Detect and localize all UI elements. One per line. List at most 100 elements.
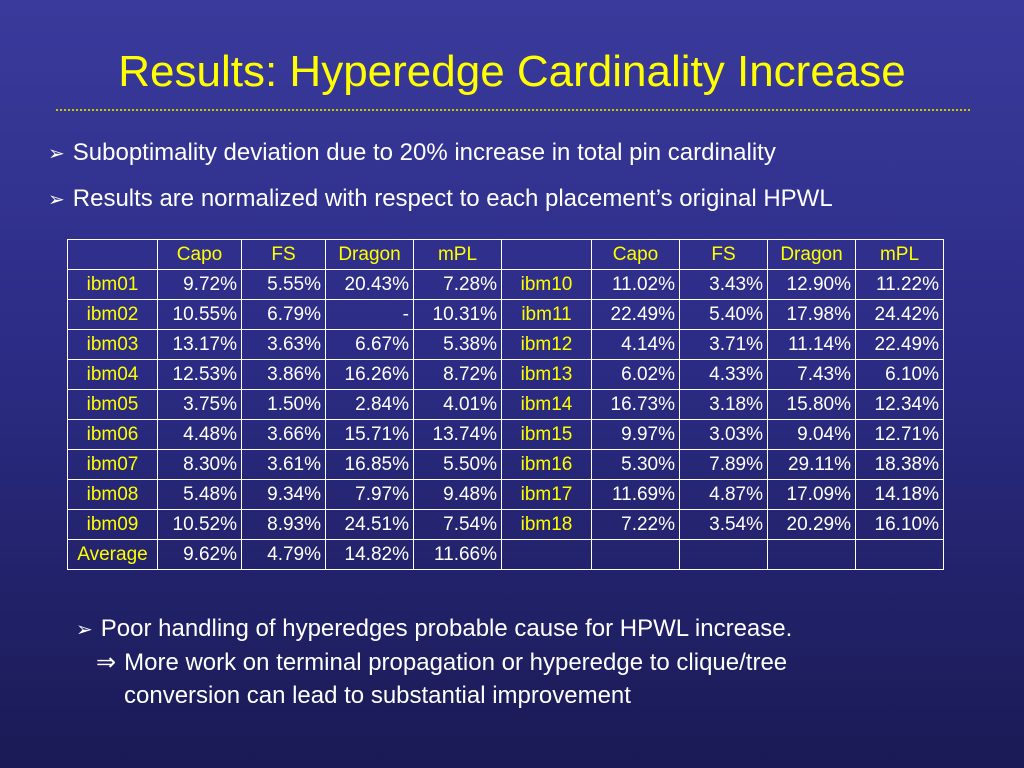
table-cell: 5.40% xyxy=(679,299,768,330)
table-cell: 9.48% xyxy=(413,479,502,510)
table-cell: 22.49% xyxy=(855,329,944,360)
table-cell: 16.10% xyxy=(855,509,944,540)
bullet-conclusion: ➢ Poor handling of hyperedges probable ca… xyxy=(76,614,792,645)
table-cell: 20.29% xyxy=(767,509,856,540)
table-cell: 2.84% xyxy=(325,389,414,420)
column-header: FS xyxy=(241,239,326,270)
table-cell xyxy=(855,539,944,570)
table-cell: 3.66% xyxy=(241,419,326,450)
table-cell: 10.55% xyxy=(157,299,242,330)
title-divider xyxy=(56,109,970,111)
table-cell: 13.17% xyxy=(157,329,242,360)
table-row: ibm04 12.53% 3.86% 16.26% 8.72% ibm13 6.02% 4.3… xyxy=(67,359,944,390)
table-row: ibm07 8.30% 3.61% 16.85% 5.50% ibm16 5.30% 7.89… xyxy=(67,449,944,480)
table-cell: 4.14% xyxy=(591,329,680,360)
bullet-normalization: ➢ Results are normalized with respect to … xyxy=(48,184,833,215)
column-header xyxy=(501,239,592,270)
row-label: ibm17 xyxy=(501,479,592,510)
table-cell: 3.75% xyxy=(157,389,242,420)
table-cell: 15.71% xyxy=(325,419,414,450)
table-cell: 6.79% xyxy=(241,299,326,330)
table-cell: 7.89% xyxy=(679,449,768,480)
table-cell: 14.18% xyxy=(855,479,944,510)
table-cell: 13.74% xyxy=(413,419,502,450)
row-label: ibm05 xyxy=(67,389,158,420)
column-header: Capo xyxy=(591,239,680,270)
table-cell: 4.01% xyxy=(413,389,502,420)
table-cell: 16.26% xyxy=(325,359,414,390)
table-row: ibm06 4.48% 3.66% 15.71% 13.74% ibm15 9.97% 3.0… xyxy=(67,419,944,450)
table-cell: 24.42% xyxy=(855,299,944,330)
table-cell: 9.97% xyxy=(591,419,680,450)
table-cell: 8.30% xyxy=(157,449,242,480)
table-cell: 16.85% xyxy=(325,449,414,480)
table-cell: 7.97% xyxy=(325,479,414,510)
table-cell: 1.50% xyxy=(241,389,326,420)
table-row: ibm05 3.75% 1.50% 2.84% 4.01% ibm14 16.73% 3.18… xyxy=(67,389,944,420)
arrow-bullet-icon: ➢ xyxy=(48,189,65,211)
table-cell: 6.67% xyxy=(325,329,414,360)
table-cell: 11.69% xyxy=(591,479,680,510)
table-cell: 3.86% xyxy=(241,359,326,390)
table-cell: 3.18% xyxy=(679,389,768,420)
table-cell: 10.52% xyxy=(157,509,242,540)
row-label: ibm07 xyxy=(67,449,158,480)
table-cell: 11.02% xyxy=(591,269,680,300)
row-label: ibm10 xyxy=(501,269,592,300)
conclusion-text: Poor handling of hyperedges probable cau… xyxy=(100,615,793,642)
bullet-pin-cardinality: ➢ Suboptimality deviation due to 20% incr… xyxy=(48,138,776,169)
sub-point-text: More work on terminal propagation or hyp… xyxy=(124,649,788,676)
bullet-text: Suboptimality deviation due to 20% incre… xyxy=(72,139,776,166)
row-label: Average xyxy=(67,539,158,570)
table-cell: 3.63% xyxy=(241,329,326,360)
column-header: Dragon xyxy=(325,239,414,270)
table-cell: 11.66% xyxy=(413,539,502,570)
row-label: ibm09 xyxy=(67,509,158,540)
table-cell xyxy=(679,539,768,570)
table-cell: 4.33% xyxy=(679,359,768,390)
row-label: ibm13 xyxy=(501,359,592,390)
row-label: ibm01 xyxy=(67,269,158,300)
table-cell: 5.30% xyxy=(591,449,680,480)
table-cell: 3.61% xyxy=(241,449,326,480)
table-cell: 5.55% xyxy=(241,269,326,300)
sub-point-line-2: conversion can lead to substantial impro… xyxy=(124,682,631,709)
row-label: ibm14 xyxy=(501,389,592,420)
row-label: ibm16 xyxy=(501,449,592,480)
row-label: ibm18 xyxy=(501,509,592,540)
table-cell: 11.22% xyxy=(855,269,944,300)
table-cell xyxy=(591,539,680,570)
row-label: ibm04 xyxy=(67,359,158,390)
table-cell: 6.10% xyxy=(855,359,944,390)
table-cell: 18.38% xyxy=(855,449,944,480)
row-label: ibm08 xyxy=(67,479,158,510)
table-cell: 9.34% xyxy=(241,479,326,510)
row-label: ibm12 xyxy=(501,329,592,360)
table-row: ibm03 13.17% 3.63% 6.67% 5.38% ibm12 4.14% 3.71… xyxy=(67,329,944,360)
table-cell: 24.51% xyxy=(325,509,414,540)
table-row: ibm09 10.52% 8.93% 24.51% 7.54% ibm18 7.22% 3.5… xyxy=(67,509,944,540)
table-cell: 3.03% xyxy=(679,419,768,450)
slide-title: Results: Hyperedge Cardinality Increase xyxy=(118,47,906,96)
table-cell: 11.14% xyxy=(767,329,856,360)
table-cell: 17.98% xyxy=(767,299,856,330)
column-header: FS xyxy=(679,239,768,270)
column-header: Capo xyxy=(157,239,242,270)
table-cell: 7.28% xyxy=(413,269,502,300)
implies-icon: ⇒ xyxy=(96,649,117,676)
table-cell: 12.71% xyxy=(855,419,944,450)
sub-point-line-1: ⇒ More work on terminal propagation or hy… xyxy=(96,648,787,678)
table-cell: 17.09% xyxy=(767,479,856,510)
table-cell: 15.80% xyxy=(767,389,856,420)
table-row: ibm02 10.55% 6.79% -10.31% ibm11 22.49% 5.40% 1… xyxy=(67,299,944,330)
row-label: ibm03 xyxy=(67,329,158,360)
table-cell xyxy=(767,539,856,570)
table-cell: 12.90% xyxy=(767,269,856,300)
arrow-bullet-icon: ➢ xyxy=(48,143,65,165)
row-label: ibm02 xyxy=(67,299,158,330)
table-row: ibm08 5.48% 9.34% 7.97% 9.48% ibm17 11.69% 4.87… xyxy=(67,479,944,510)
table-cell: 8.72% xyxy=(413,359,502,390)
table-cell: 4.79% xyxy=(241,539,326,570)
table-row: ibm01 9.72% 5.55% 20.43% 7.28% ibm10 11.02% 3.4… xyxy=(67,269,944,300)
arrow-bullet-icon: ➢ xyxy=(76,619,93,641)
